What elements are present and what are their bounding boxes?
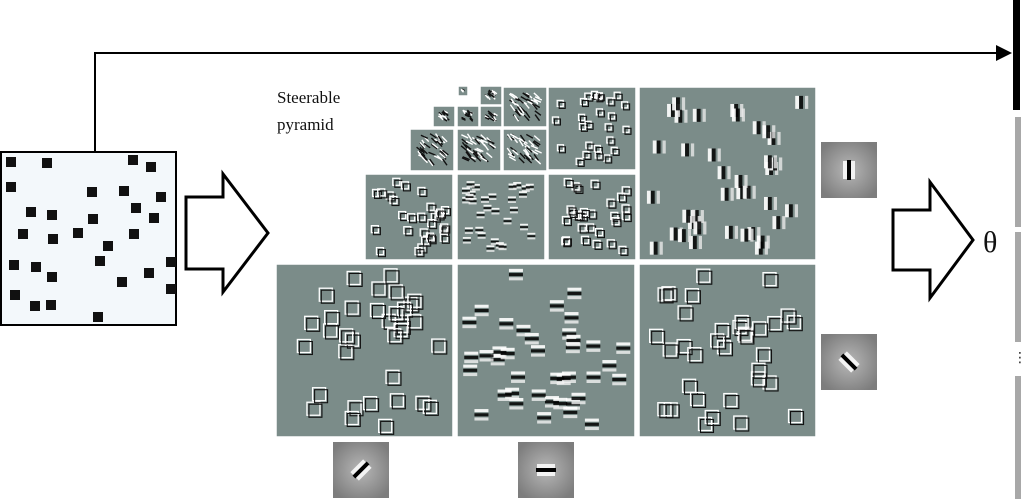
subband-level3-c [480,106,502,127]
feature-vector-dark-segment [1013,0,1020,110]
parameter-arrow [893,182,973,298]
input-square [26,207,36,217]
decomposition-arrow [186,174,268,292]
input-square [87,187,97,197]
input-square [42,158,52,168]
feature-vector: ⋮ [1013,0,1024,499]
subband-level1-diagonal-right [548,174,636,260]
filter-kernel-horizontal [518,442,574,498]
input-square [156,192,166,202]
output-theta: θ [983,226,997,259]
subband-level1-horizontal [457,174,545,260]
subband-level0-diagonal-right [639,264,816,437]
subband-level1-diagonal-left [365,174,453,260]
input-square [146,162,156,172]
feature-vector-more-indicator: ⋮ [1013,350,1024,366]
input-square [18,229,28,239]
subband-level2-b [457,129,501,171]
filter-kernel-diagonal [821,334,877,390]
pyramid-label-line1: Steerable [277,88,340,107]
subband-lowpass [458,86,468,96]
input-square [166,284,176,294]
feature-vector-segment-1 [1015,117,1021,227]
input-square [48,234,58,244]
input-square [149,213,159,223]
input-square [103,241,113,251]
input-square [10,290,20,300]
input-square [46,300,56,310]
input-square [31,262,41,272]
subband-level2-a [410,129,454,171]
subband-level3-a [433,106,455,127]
subband-level3-d [480,86,502,105]
input-square [166,257,176,267]
input-square [47,272,57,282]
input-square [128,155,138,165]
input-square [117,277,127,287]
input-square [129,229,139,239]
input-square [30,301,40,311]
subband-highpass-vertical [639,87,816,260]
subband-level2-c [503,129,547,171]
input-square [131,203,141,213]
subband-level2-d [503,87,547,127]
input-image [1,152,176,325]
subband-level1-vertical [548,87,636,170]
input-square [144,268,154,278]
pyramid-label-line2: pyramid [277,115,334,134]
input-square [73,228,83,238]
input-square [47,210,57,220]
input-square [119,186,129,196]
input-square [6,157,16,167]
steerable-pyramid [276,86,816,437]
input-square [95,256,105,266]
filter-kernel-vertical [821,142,877,198]
feature-vector-segment-3 [1015,376,1021,499]
filter-kernel-diagonal-left [333,442,389,498]
subband-level0-diagonal-left [276,264,453,437]
input-square [9,260,19,270]
input-square [6,182,16,192]
input-square [93,312,103,322]
feature-vector-segment-2 [1015,232,1021,342]
subband-level0-horizontal [457,264,635,437]
subband-level3-b [457,106,479,127]
input-square [88,214,98,224]
